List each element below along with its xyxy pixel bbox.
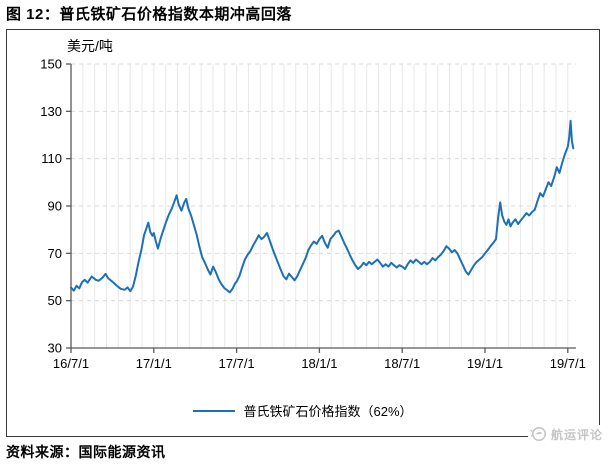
svg-text:110: 110 <box>41 151 62 166</box>
y-axis-unit-label: 美元/吨 <box>67 38 113 54</box>
watermark-text: 航运评论 <box>550 427 603 442</box>
shipping-review-logo-icon <box>530 427 546 441</box>
svg-text:130: 130 <box>40 104 62 119</box>
price-line-chart: 30 50 70 90 110 130 150 16/7/1 17/1/1 17/7/1 18/1/… <box>40 57 586 372</box>
svg-text:17/7/1: 17/7/1 <box>219 356 255 371</box>
svg-text:19/1/1: 19/1/1 <box>467 356 503 371</box>
svg-text:150: 150 <box>40 57 62 72</box>
chart-legend: 普氏铁矿石价格指数（62%） <box>7 401 599 420</box>
svg-text:90: 90 <box>48 199 62 214</box>
svg-text:30: 30 <box>48 341 62 356</box>
data-source-note: 资料来源：国际能源资讯 <box>6 444 166 460</box>
svg-text:17/1/1: 17/1/1 <box>136 356 172 371</box>
watermark: 航运评论 <box>527 425 605 443</box>
svg-text:70: 70 <box>48 246 62 261</box>
svg-text:18/7/1: 18/7/1 <box>384 356 420 371</box>
svg-text:50: 50 <box>48 293 62 308</box>
svg-text:16/7/1: 16/7/1 <box>53 356 89 371</box>
legend-series-label: 普氏铁矿石价格指数（62%） <box>243 404 413 419</box>
figure-title: 图 12：普氏铁矿石价格指数本期冲高回落 <box>6 6 292 23</box>
svg-text:18/1/1: 18/1/1 <box>301 356 337 371</box>
legend-line-sample <box>193 409 236 412</box>
chart-frame: 30 50 70 90 110 130 150 16/7/1 17/1/1 17/7/1 18/1/… <box>6 29 600 437</box>
svg-text:19/7/1: 19/7/1 <box>550 356 586 371</box>
